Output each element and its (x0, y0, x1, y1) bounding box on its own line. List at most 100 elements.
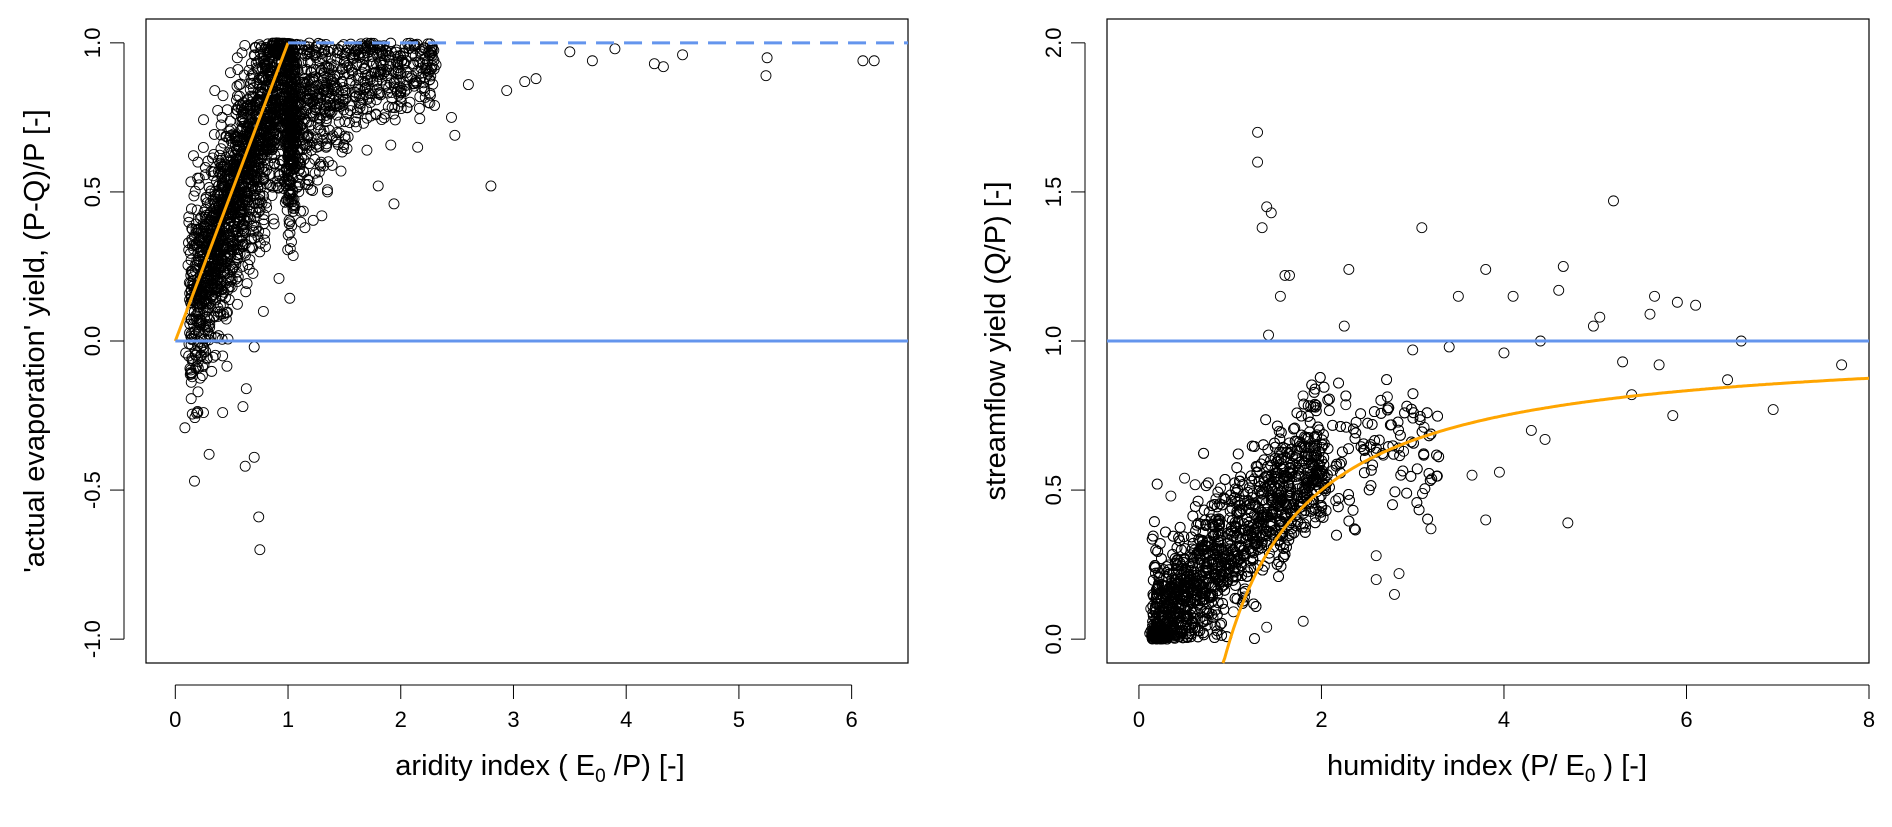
scatter-point (185, 376, 197, 388)
scatter-point (372, 180, 384, 192)
scatter-point (319, 67, 330, 79)
scatter-point (336, 146, 348, 158)
x-tick-label: 8 (1863, 707, 1875, 732)
scatter-point (291, 131, 303, 142)
scatter-point (258, 72, 270, 84)
scatter-point (519, 76, 531, 88)
scatter-point (264, 111, 276, 123)
scatter-point (1394, 429, 1406, 441)
scatter-point (414, 113, 426, 125)
scatter-point (246, 57, 257, 69)
scatter-point (221, 104, 233, 116)
scatter-point (207, 212, 218, 223)
scatter-point (366, 88, 378, 100)
scatter-point (1219, 474, 1231, 485)
scatter-point (200, 318, 212, 330)
scatter-point (336, 63, 348, 74)
scatter-point (244, 99, 256, 111)
scatter-point (395, 67, 407, 79)
scatter-point (1232, 448, 1244, 460)
x-tick-label: 5 (733, 707, 745, 732)
scatter-point (342, 60, 354, 72)
scatter-point (253, 162, 265, 174)
panel-humidity: 0 2 4 6 80.00.51.01.52.0 humidity index (P/ … (980, 18, 1875, 787)
scatter-point (208, 284, 220, 296)
scatter-point (315, 38, 327, 50)
scatter-point (287, 54, 299, 66)
scatter-point (323, 124, 335, 136)
scatter-point (265, 47, 277, 58)
scatter-point (333, 116, 345, 128)
scatter-point (338, 141, 349, 153)
scatter-point (260, 178, 272, 190)
scatter-point (1160, 526, 1171, 538)
scatter-point (219, 252, 231, 264)
scatter-point (234, 90, 245, 102)
x-tick-label: 6 (1680, 707, 1692, 732)
scatter-point (272, 105, 284, 117)
scatter-point (392, 65, 404, 77)
y-tick-label: -1.0 (80, 620, 105, 658)
scatter-point (295, 83, 307, 95)
scatter-point (273, 272, 285, 284)
scatter-point (360, 42, 372, 54)
scatter-point (323, 106, 335, 118)
scatter-point (382, 87, 394, 99)
scatter-point (358, 62, 370, 74)
scatter-point (214, 157, 226, 169)
scatter-point (1333, 377, 1345, 389)
scatter-point (1174, 521, 1186, 533)
scatter-point (315, 156, 327, 168)
x-tick-label: 4 (1498, 707, 1510, 732)
scatter-point (238, 69, 250, 81)
scatter-point (358, 117, 370, 129)
scatter-point (253, 511, 265, 523)
scatter-point (190, 324, 202, 336)
scatter-point (237, 260, 249, 272)
scatter-point (1304, 416, 1316, 428)
scatter-point (208, 311, 220, 323)
scatter-point (359, 63, 371, 75)
scatter-point (260, 197, 272, 209)
scatter-point (501, 85, 513, 97)
scatter-point (245, 213, 257, 225)
scatter-point (250, 96, 262, 108)
scatter-point (301, 93, 313, 105)
scatter-point (215, 143, 227, 155)
scatter-point (308, 64, 320, 76)
scatter-point (327, 44, 339, 56)
scatter-point (388, 108, 400, 120)
scatter-point (419, 53, 431, 64)
scatter-point (413, 102, 425, 114)
scatter-point (287, 107, 299, 119)
scatter-point (422, 68, 434, 80)
scatter-point (198, 346, 210, 358)
scatter-point (236, 111, 248, 123)
scatter-point (244, 84, 256, 95)
scatter-point (370, 94, 382, 106)
scatter-point (248, 451, 260, 463)
scatter-point (186, 222, 198, 234)
y-tick-label: 1.5 (1041, 177, 1066, 208)
scatter-point (252, 63, 264, 75)
scatter-point (328, 77, 340, 88)
scatter-point (1202, 477, 1214, 489)
scatter-point (1246, 440, 1258, 452)
scatter-point (281, 60, 293, 72)
scatter-point (231, 94, 242, 106)
scatter-point (189, 475, 200, 487)
scatter-point (215, 119, 227, 131)
scatter-point (206, 365, 218, 377)
scatter-point (1330, 495, 1342, 507)
scatter-point (286, 236, 297, 248)
scatter-point (305, 184, 317, 195)
scatter-point (319, 61, 331, 73)
scatter-point (316, 135, 328, 147)
scatter-point (185, 176, 197, 188)
scatter-point (222, 333, 234, 345)
y-tick-label: 0.0 (1041, 624, 1066, 655)
scatter-point (186, 408, 198, 420)
scatter-point (237, 238, 249, 250)
scatter-point (353, 97, 365, 109)
scatter-point (1432, 410, 1444, 422)
